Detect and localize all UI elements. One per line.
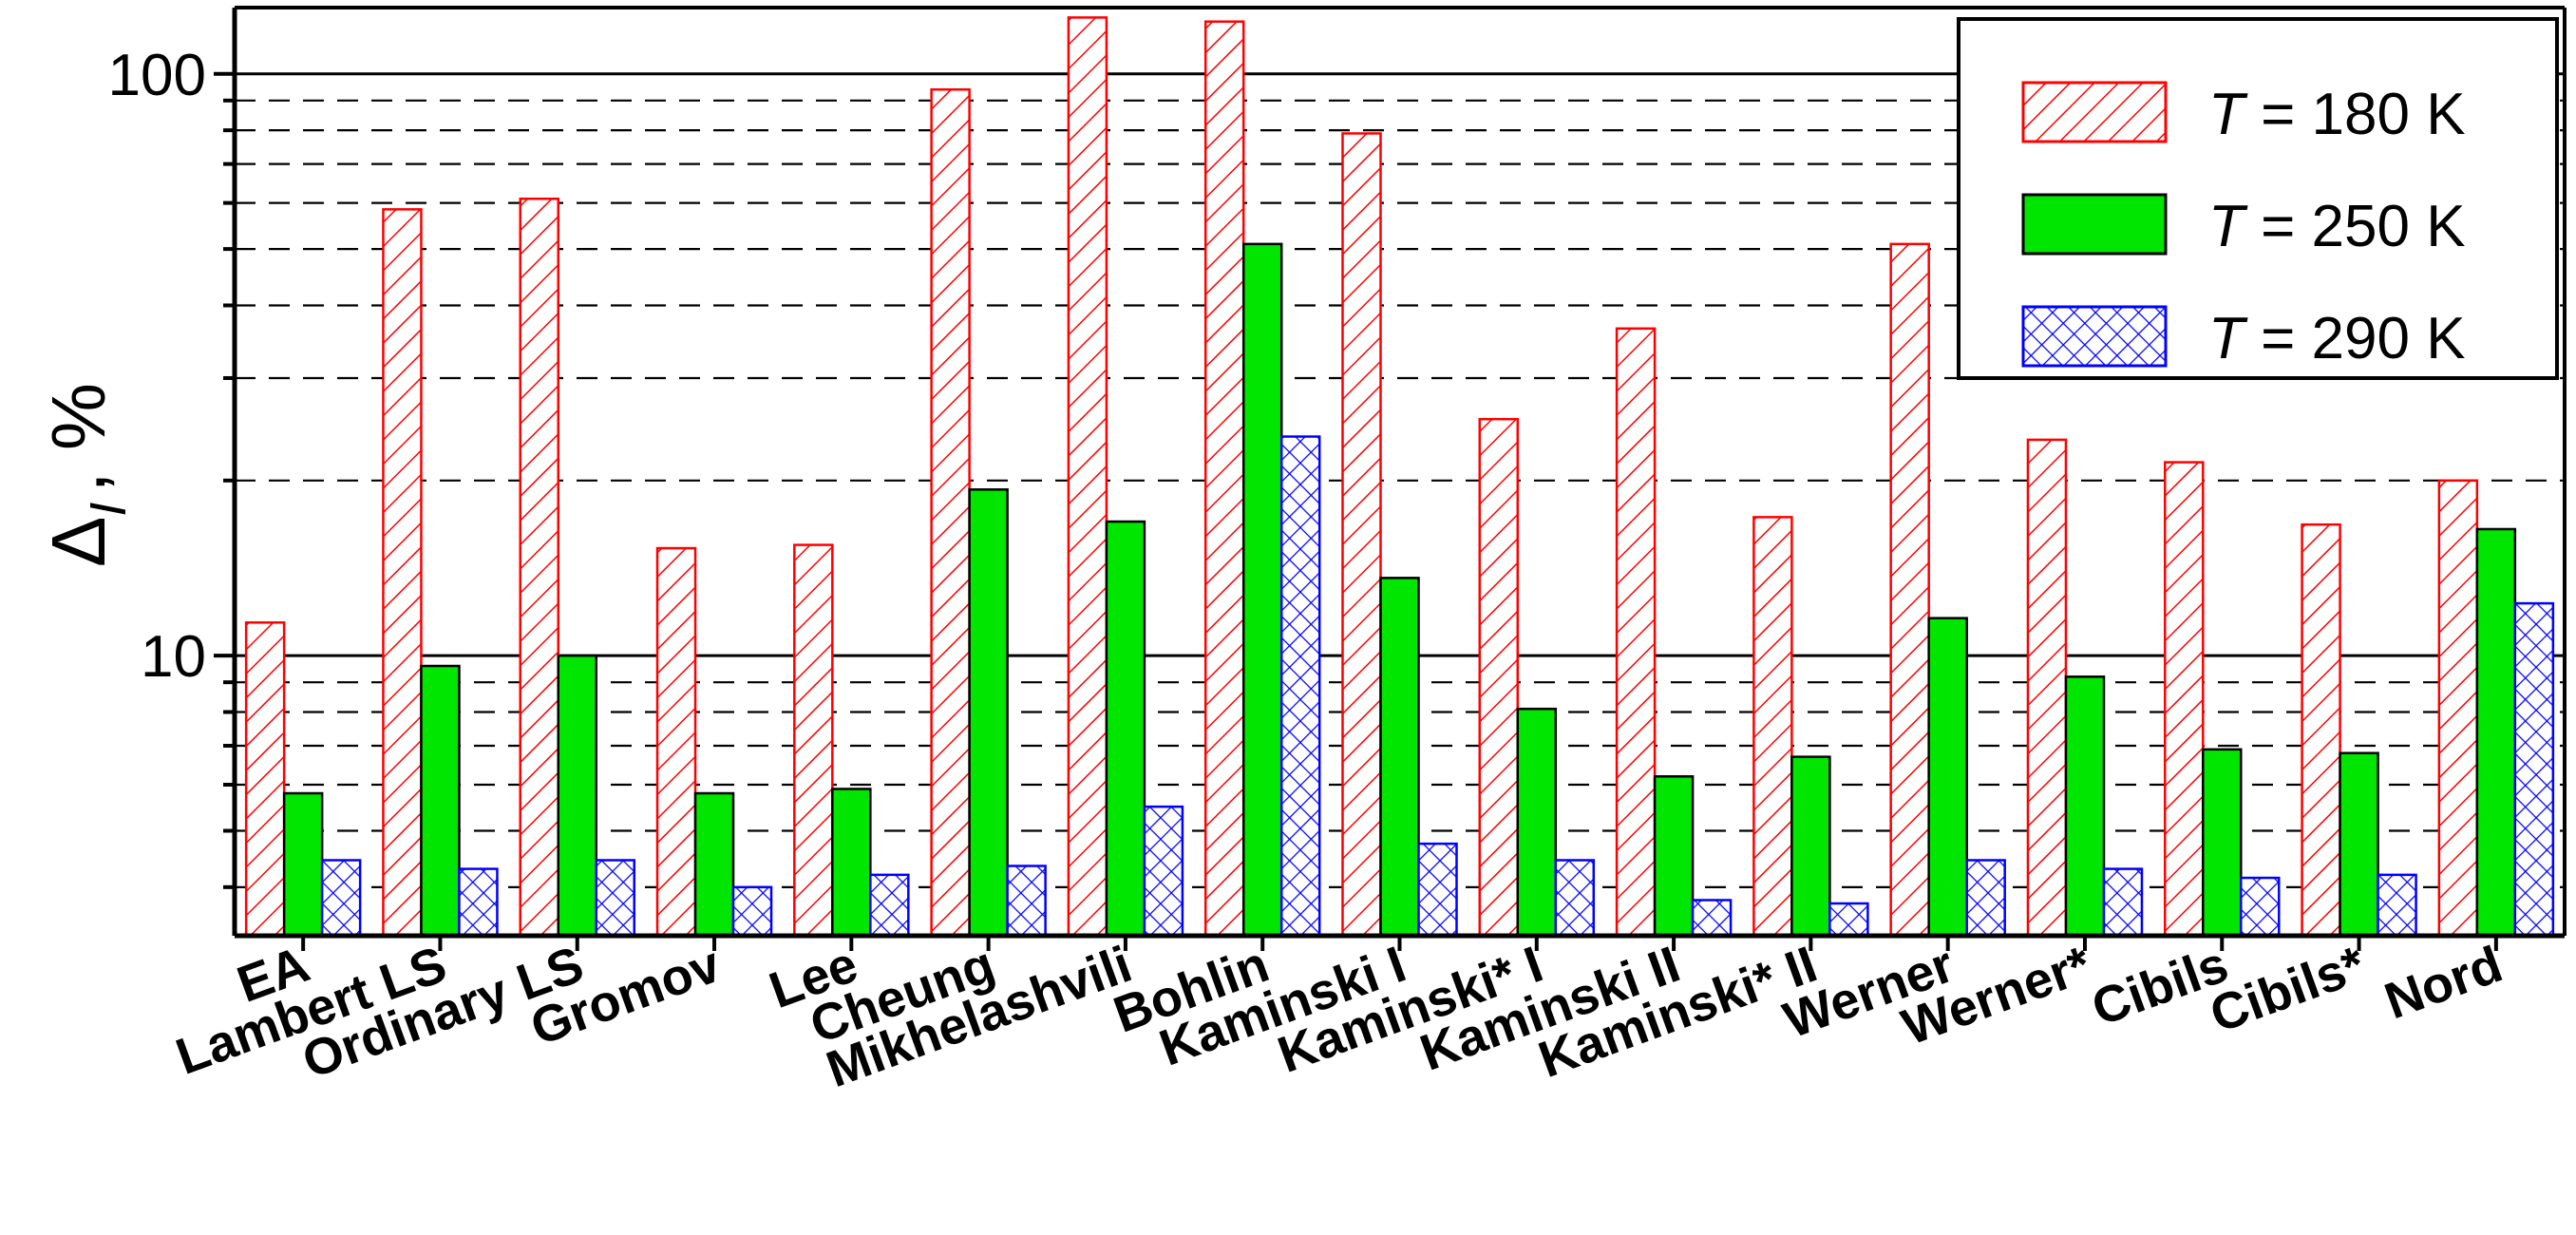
bar-t250 [1516,707,1558,938]
bar-t250 [1927,617,1968,938]
y-axis-title: ΔI, % [36,383,137,567]
legend-label: T = 180 K [2208,82,2466,147]
bar-t290 [1417,842,1458,938]
bar-t250 [2339,751,2379,938]
bar-t180 [2164,461,2205,938]
bar-t180 [1341,132,1382,938]
bar-t290 [595,859,635,938]
bar-t290 [1006,864,1047,938]
bar-t290 [1965,859,2006,938]
bar-t180 [1067,16,1108,938]
bar-t290 [1554,859,1596,938]
bar-t290 [458,867,499,938]
legend-swatch [2021,193,2168,256]
bar-t180 [519,197,559,938]
bar-t180 [1478,417,1520,938]
bar-t250 [1241,242,1283,938]
bar-t250 [557,654,597,938]
bar-t290 [1691,899,1733,938]
axes [214,6,2567,951]
legend-swatch [2021,305,2168,368]
legend-label: T = 250 K [2208,194,2466,259]
category-label: Nord [2377,936,2510,1030]
bar-t250 [1105,520,1146,938]
bar-t250 [420,664,461,938]
legend-label: T = 290 K [2208,306,2466,371]
bar-t250 [282,791,324,938]
bar-t180 [655,546,697,938]
bar-t290 [2102,867,2144,938]
bar-t180 [1752,516,1793,938]
bar-t180 [2026,438,2068,938]
bar-t180 [382,208,423,938]
category-label: Cibils* [2203,936,2372,1044]
legend-swatch [2021,81,2168,143]
bar-t180 [244,621,286,938]
bar-t250 [1379,577,1420,938]
y-tick-label: 10 [141,624,206,690]
bar-t180 [2437,479,2479,938]
bar-t180 [930,87,971,938]
bars [244,16,2555,938]
bar-t180 [1615,327,1657,938]
bar-t250 [2064,675,2106,938]
bar-t250 [831,788,872,938]
bar-t250 [2475,527,2517,938]
bar-t250 [1653,775,1695,938]
bar-t290 [1143,805,1184,938]
bar-t290 [731,885,773,938]
bar-t290 [2513,601,2555,938]
bar-t290 [1828,902,1869,938]
bar-t250 [968,488,1009,938]
bar-t290 [2240,876,2281,938]
bar-t290 [869,873,910,938]
bar-t250 [1790,755,1831,938]
bar-t250 [693,791,735,938]
bar-t290 [2377,873,2417,938]
bar-t290 [320,859,362,938]
bar-t180 [2301,522,2341,938]
y-tick-label: 100 [108,43,206,108]
legend: T = 180 K T = 250 K T = 290 K [1957,17,2559,380]
bar-t180 [1203,20,1245,938]
bar-t180 [793,543,834,938]
bar-t290 [1279,435,1321,938]
bar-t180 [1889,242,1930,938]
bar-t250 [2202,748,2243,938]
